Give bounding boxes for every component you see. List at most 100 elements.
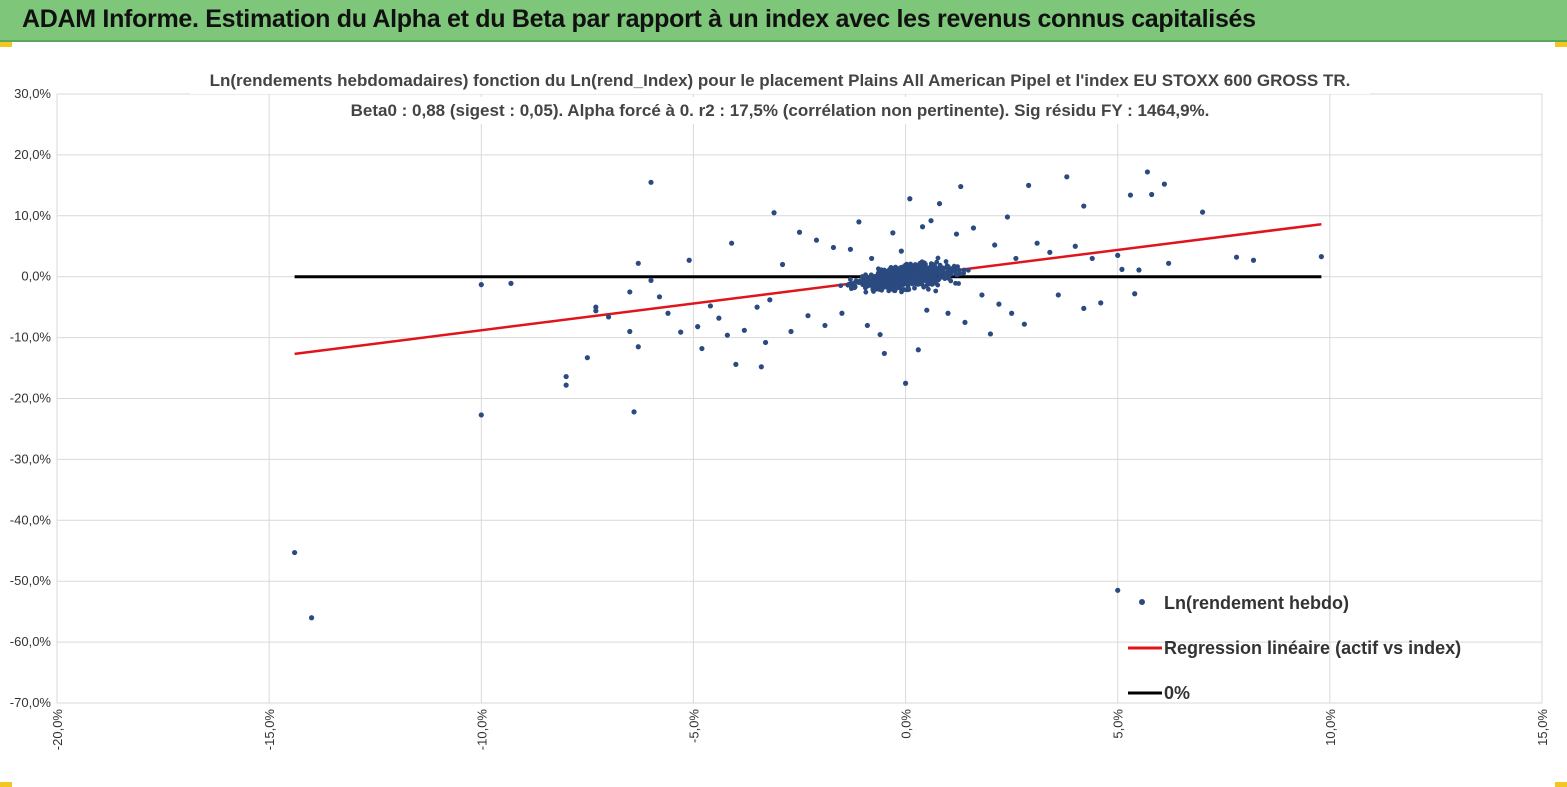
series-lines [294,222,1322,356]
data-point [970,225,977,231]
data-point [868,274,874,279]
title-background [330,97,1230,124]
y-tick-label: 20,0% [14,147,51,162]
data-point [805,313,811,319]
data-point [1034,240,1040,246]
data-point [962,319,968,325]
data-point [961,270,967,276]
data-point [699,345,705,352]
data-point [891,288,897,293]
data-point [767,297,773,303]
legend-label: 0% [1164,683,1190,703]
data-point [910,279,916,285]
data-point [861,282,867,288]
data-point [899,277,905,283]
data-point [1119,266,1125,272]
data-point [870,284,876,290]
data-point [724,332,730,338]
data-point [1132,291,1138,297]
data-point [771,210,777,216]
data-point [813,237,820,243]
data-point [996,301,1002,307]
data-point [847,246,854,252]
y-tick-label: -70,0% [10,695,52,710]
data-point [1064,174,1070,180]
data-point [869,255,875,262]
data-point [733,361,739,367]
data-point [665,310,671,316]
axes: 30,0% 20,0% 10,0% 0,0% -10,0% -20,0% -30,0% -40… [10,86,1550,750]
data-point [1233,254,1240,260]
data-point [695,324,701,330]
data-point [935,255,941,261]
data-point [853,278,859,284]
data-point [1021,321,1027,327]
data-point [979,292,985,298]
banner-title: ADAM Informe. Estimation du Alpha et du … [22,5,1256,33]
data-point [956,267,962,273]
data-point [1250,257,1257,263]
title-background [190,67,1370,94]
data-point [906,276,911,282]
chart-title-line: Ln(rendements hebdomadaires) fonction du… [210,71,1351,90]
data-point [879,276,885,282]
data-point [839,310,845,316]
data-point [925,286,931,292]
chart-title-line: Beta0 : 0,88 (sigest : 0,05). Alpha forc… [351,101,1210,120]
data-point [1144,169,1151,175]
data-point [953,267,958,273]
data-point [864,322,870,329]
data-point [838,283,844,289]
legend-marker-points [1139,599,1145,605]
data-point [1026,182,1032,188]
data-point [856,219,862,225]
data-point [919,259,925,265]
data-point [912,285,917,291]
y-tick-label: -60,0% [10,634,52,649]
data-point [478,412,484,418]
data-point [927,267,932,273]
y-tick-label: 0,0% [21,269,51,284]
data-point [948,269,954,275]
data-point [953,231,960,237]
y-tick-label: 30,0% [14,86,51,101]
regression-line [294,222,1322,356]
data-point [902,380,909,386]
data-point [941,275,947,281]
data-point [762,339,769,346]
data-point [627,289,633,295]
x-tick-label: 15,0% [1535,709,1550,746]
data-point [605,314,612,320]
data-point [1047,249,1053,255]
data-point [1127,192,1134,198]
data-point [935,282,941,288]
data-point [953,271,959,277]
data-point [1004,214,1011,220]
data-point [1098,300,1104,306]
chart-title: Ln(rendements hebdomadaires) fonction du… [190,67,1370,124]
data-point [627,328,633,335]
data-point [796,229,803,235]
data-point [924,307,930,313]
data-point [729,240,735,246]
data-point [882,282,887,288]
data-point [886,273,892,279]
data-point [944,263,950,269]
data-point [887,282,893,288]
corner-mark-bottom-right [1555,782,1567,787]
x-tick-label: -5,0% [686,709,701,743]
data-point [987,331,994,337]
data-point [830,244,837,251]
data-point [1081,203,1087,209]
data-point [862,274,868,280]
data-point [893,279,898,285]
data-point [936,276,942,282]
legend-label: Ln(rendement hebdo) [1164,593,1349,613]
data-point [928,218,934,224]
data-point [847,277,853,282]
data-point [1161,181,1167,187]
data-point [888,277,894,283]
data-point [863,289,869,295]
data-point [741,327,747,333]
data-point [635,260,641,266]
